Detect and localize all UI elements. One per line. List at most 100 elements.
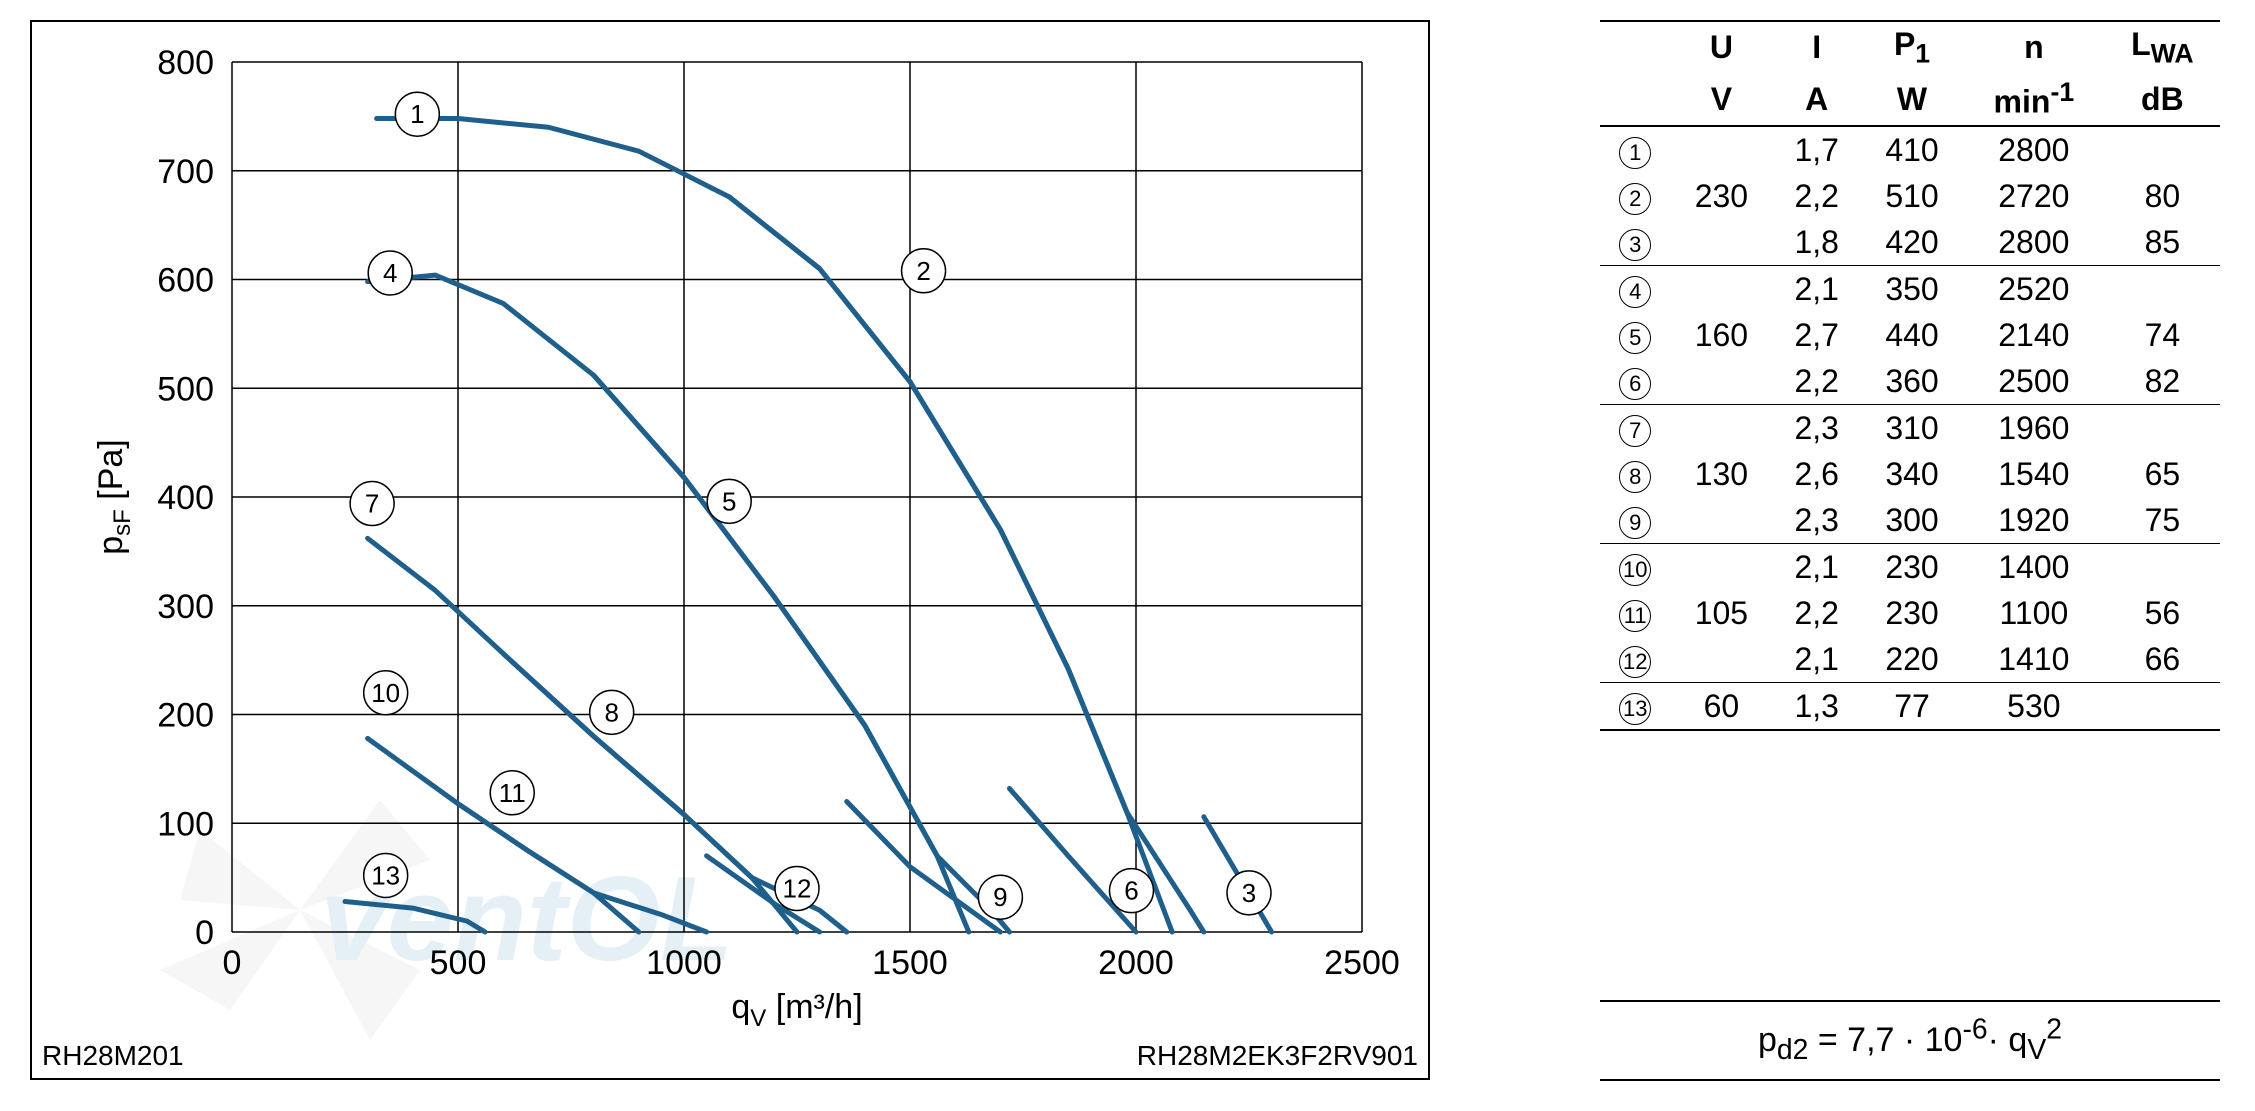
chart-svg: 0500100015002000250001002003004005006007…	[32, 22, 1428, 1078]
row-id: 4	[1600, 266, 1670, 313]
cell-P: 310	[1861, 405, 1963, 452]
svg-text:psF [Pa]: psF [Pa]	[92, 439, 136, 555]
cell-n: 530	[1963, 683, 2105, 731]
formula-box: pd2 = 7,7 · 10-6· qV2	[1600, 1000, 2220, 1081]
svg-text:1000: 1000	[646, 944, 722, 982]
table-row: 12 2,1220141066	[1600, 636, 2220, 683]
svg-text:500: 500	[430, 944, 487, 982]
cell-n: 1540	[1963, 451, 2105, 497]
svg-text:200: 200	[157, 697, 214, 735]
cell-L: 74	[2105, 312, 2220, 358]
cell-P: 420	[1861, 219, 1963, 266]
row-id: 12	[1600, 636, 1670, 683]
cell-L: 66	[2105, 636, 2220, 683]
cell-P: 300	[1861, 497, 1963, 544]
svg-text:4: 4	[383, 258, 397, 288]
cell-L: 65	[2105, 451, 2220, 497]
svg-text:5: 5	[722, 486, 736, 516]
cell-L: 56	[2105, 590, 2220, 636]
svg-text:1500: 1500	[872, 944, 948, 982]
svg-text:800: 800	[157, 44, 214, 82]
cell-n: 2520	[1963, 266, 2105, 313]
cell-P: 230	[1861, 544, 1963, 591]
cell-n: 2800	[1963, 219, 2105, 266]
cell-n: 1400	[1963, 544, 2105, 591]
row-id: 13	[1600, 683, 1670, 731]
cell-I: 1,8	[1772, 219, 1861, 266]
cell-P: 77	[1861, 683, 1963, 731]
cell-n: 2720	[1963, 173, 2105, 219]
spec-table-wrap: UIP1nLWAVAWmin-1dB11,7410280022302,25102…	[1600, 20, 2220, 731]
cell-I: 2,2	[1772, 358, 1861, 405]
table-row: 51602,7440214074	[1600, 312, 2220, 358]
cell-L: 75	[2105, 497, 2220, 544]
cell-I: 1,7	[1772, 126, 1861, 173]
svg-text:11: 11	[499, 778, 526, 808]
cell-L	[2105, 544, 2220, 591]
cell-n: 2140	[1963, 312, 2105, 358]
svg-text:2000: 2000	[1098, 944, 1174, 982]
svg-text:7: 7	[365, 489, 379, 519]
table-row: 22302,2510272080	[1600, 173, 2220, 219]
cell-L: 80	[2105, 173, 2220, 219]
cell-n: 1920	[1963, 497, 2105, 544]
row-id: 11	[1600, 590, 1670, 636]
cell-n: 1410	[1963, 636, 2105, 683]
row-id: 1	[1600, 126, 1670, 173]
cell-n: 2800	[1963, 126, 2105, 173]
cell-I: 2,2	[1772, 590, 1861, 636]
svg-text:2: 2	[916, 256, 930, 286]
cell-I: 2,6	[1772, 451, 1861, 497]
cell-P: 360	[1861, 358, 1963, 405]
cell-U	[1670, 219, 1772, 266]
row-id: 10	[1600, 544, 1670, 591]
chart-footer-left: RH28M201	[42, 1040, 184, 1072]
cell-n: 1960	[1963, 405, 2105, 452]
spec-table: UIP1nLWAVAWmin-1dB11,7410280022302,25102…	[1600, 20, 2220, 731]
svg-text:0: 0	[195, 914, 214, 952]
cell-L	[2105, 405, 2220, 452]
row-id: 2	[1600, 173, 1670, 219]
row-id: 5	[1600, 312, 1670, 358]
svg-text:0: 0	[223, 944, 242, 982]
cell-I: 2,1	[1772, 636, 1861, 683]
table-row: 81302,6340154065	[1600, 451, 2220, 497]
cell-n: 2500	[1963, 358, 2105, 405]
svg-text:3: 3	[1242, 878, 1256, 908]
cell-P: 340	[1861, 451, 1963, 497]
cell-L: 82	[2105, 358, 2220, 405]
svg-text:9: 9	[993, 882, 1007, 912]
cell-U	[1670, 266, 1772, 313]
table-row: 31,8420280085	[1600, 219, 2220, 266]
cell-U: 230	[1670, 173, 1772, 219]
cell-L	[2105, 683, 2220, 731]
cell-U: 160	[1670, 312, 1772, 358]
cell-U	[1670, 405, 1772, 452]
cell-I: 2,3	[1772, 405, 1861, 452]
row-id: 8	[1600, 451, 1670, 497]
chart-frame: 0500100015002000250001002003004005006007…	[30, 20, 1430, 1080]
cell-U	[1670, 636, 1772, 683]
cell-P: 410	[1861, 126, 1963, 173]
cell-P: 510	[1861, 173, 1963, 219]
svg-text:10: 10	[371, 678, 400, 708]
table-row: 1 1,74102800	[1600, 126, 2220, 173]
table-row: 42,13502520	[1600, 266, 2220, 313]
cell-I: 2,1	[1772, 544, 1861, 591]
svg-text:qV [m³/h]: qV [m³/h]	[731, 988, 862, 1032]
table-row: 6 2,2360250082	[1600, 358, 2220, 405]
row-id: 6	[1600, 358, 1670, 405]
cell-P: 440	[1861, 312, 1963, 358]
cell-I: 2,2	[1772, 173, 1861, 219]
cell-I: 2,7	[1772, 312, 1861, 358]
cell-I: 2,3	[1772, 497, 1861, 544]
svg-text:600: 600	[157, 262, 214, 300]
cell-P: 220	[1861, 636, 1963, 683]
cell-U	[1670, 544, 1772, 591]
svg-text:13: 13	[371, 860, 400, 890]
svg-text:300: 300	[157, 588, 214, 626]
table-row: 13601,377530	[1600, 683, 2220, 731]
svg-text:8: 8	[604, 697, 618, 727]
cell-U: 60	[1670, 683, 1772, 731]
row-id: 7	[1600, 405, 1670, 452]
